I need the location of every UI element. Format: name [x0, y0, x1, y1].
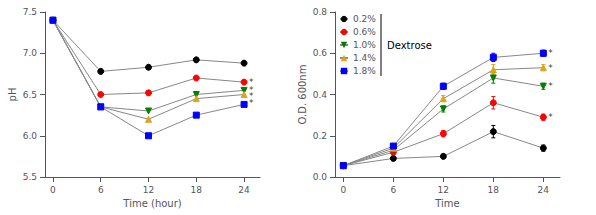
svg-text:12: 12 [143, 185, 154, 195]
svg-text:1.0%: 1.0% [353, 40, 376, 50]
svg-text:7.5: 7.5 [23, 7, 37, 17]
svg-text:12: 12 [438, 185, 449, 195]
svg-text:18: 18 [191, 185, 203, 195]
svg-text:*: * [548, 81, 553, 91]
svg-text:24: 24 [538, 185, 550, 195]
svg-text:1.8%: 1.8% [353, 66, 376, 76]
svg-text:*: * [249, 98, 254, 108]
svg-text:6.5: 6.5 [23, 90, 37, 100]
svg-text:O.D. 600nm: O.D. 600nm [297, 65, 308, 125]
svg-text:6.0: 6.0 [23, 131, 38, 141]
svg-text:0.6: 0.6 [313, 48, 328, 58]
svg-text:pH: pH [7, 88, 18, 102]
svg-text:0: 0 [340, 185, 346, 195]
svg-text:*: * [548, 63, 553, 73]
svg-text:6: 6 [98, 185, 104, 195]
svg-text:0: 0 [50, 185, 56, 195]
svg-text:24: 24 [238, 185, 250, 195]
svg-text:7.0: 7.0 [23, 48, 38, 58]
svg-text:0.6%: 0.6% [353, 27, 376, 37]
svg-text:*: * [548, 48, 553, 58]
svg-text:*: * [548, 112, 553, 122]
svg-text:18: 18 [488, 185, 500, 195]
svg-text:5.5: 5.5 [23, 172, 37, 182]
svg-text:0.2: 0.2 [313, 131, 327, 141]
svg-text:0.0: 0.0 [313, 172, 328, 182]
svg-text:Dextrose: Dextrose [387, 40, 432, 51]
svg-text:0.4: 0.4 [313, 90, 328, 100]
svg-text:1.4%: 1.4% [353, 53, 376, 63]
svg-text:0.2%: 0.2% [353, 14, 376, 24]
svg-text:Time (hour): Time (hour) [122, 198, 181, 209]
svg-text:0.8: 0.8 [313, 7, 328, 17]
svg-text:Time: Time [434, 198, 459, 209]
svg-text:6: 6 [390, 185, 396, 195]
